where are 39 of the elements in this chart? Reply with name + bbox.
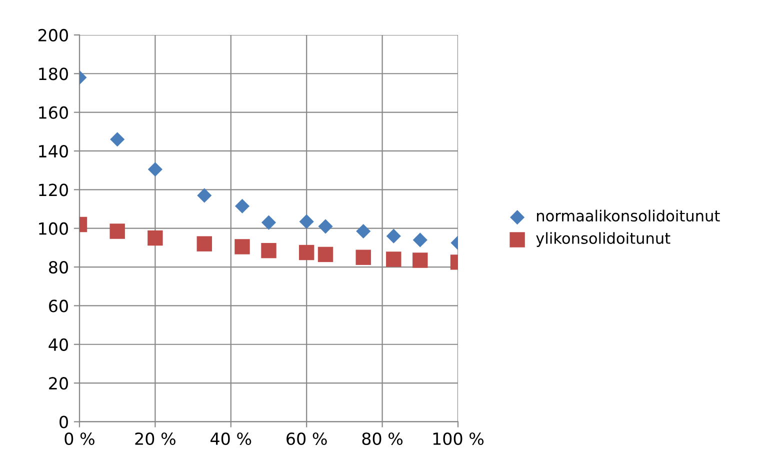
point	[412, 232, 428, 248]
y-tick-label: 120	[39, 184, 68, 196]
y-tick-label: 40	[48, 338, 68, 351]
x-tick-label: 0 %	[64, 432, 94, 446]
legend-label: ylikonsolidoitunut	[536, 232, 670, 247]
y-tick-label: 0	[60, 416, 68, 428]
y-tick-label: 160	[39, 106, 68, 119]
point	[261, 215, 276, 230]
y-tick-label: 80	[48, 260, 68, 274]
y-tick-label: 140	[39, 144, 68, 158]
y-tick-label: 100	[39, 222, 68, 235]
point	[234, 239, 250, 254]
point	[110, 224, 125, 239]
x-tick-label: 100 %	[433, 432, 484, 446]
legend-label: normaalikonsolidoitunut	[537, 210, 720, 222]
point	[261, 242, 276, 258]
point	[110, 132, 125, 147]
y-tick-label: 180	[39, 68, 68, 80]
point	[356, 250, 371, 265]
point	[196, 236, 212, 252]
x-tick-label: 60 %	[286, 432, 327, 446]
point	[148, 162, 162, 177]
y-tick-label: 20	[49, 377, 68, 390]
point	[412, 252, 428, 268]
point	[386, 228, 401, 244]
point	[234, 198, 250, 214]
y-tick-label: 200	[38, 28, 68, 42]
point	[299, 214, 314, 229]
x-tick-label: 20 %	[135, 432, 176, 446]
point	[318, 219, 333, 234]
point	[197, 188, 212, 203]
point	[148, 230, 163, 246]
x-tick-label: 80 %	[362, 432, 403, 446]
point	[318, 246, 334, 262]
point	[298, 244, 314, 260]
point	[356, 224, 371, 239]
x-tick-label: 40 %	[210, 432, 252, 446]
point	[386, 252, 402, 267]
y-tick-label: 60	[49, 300, 68, 312]
